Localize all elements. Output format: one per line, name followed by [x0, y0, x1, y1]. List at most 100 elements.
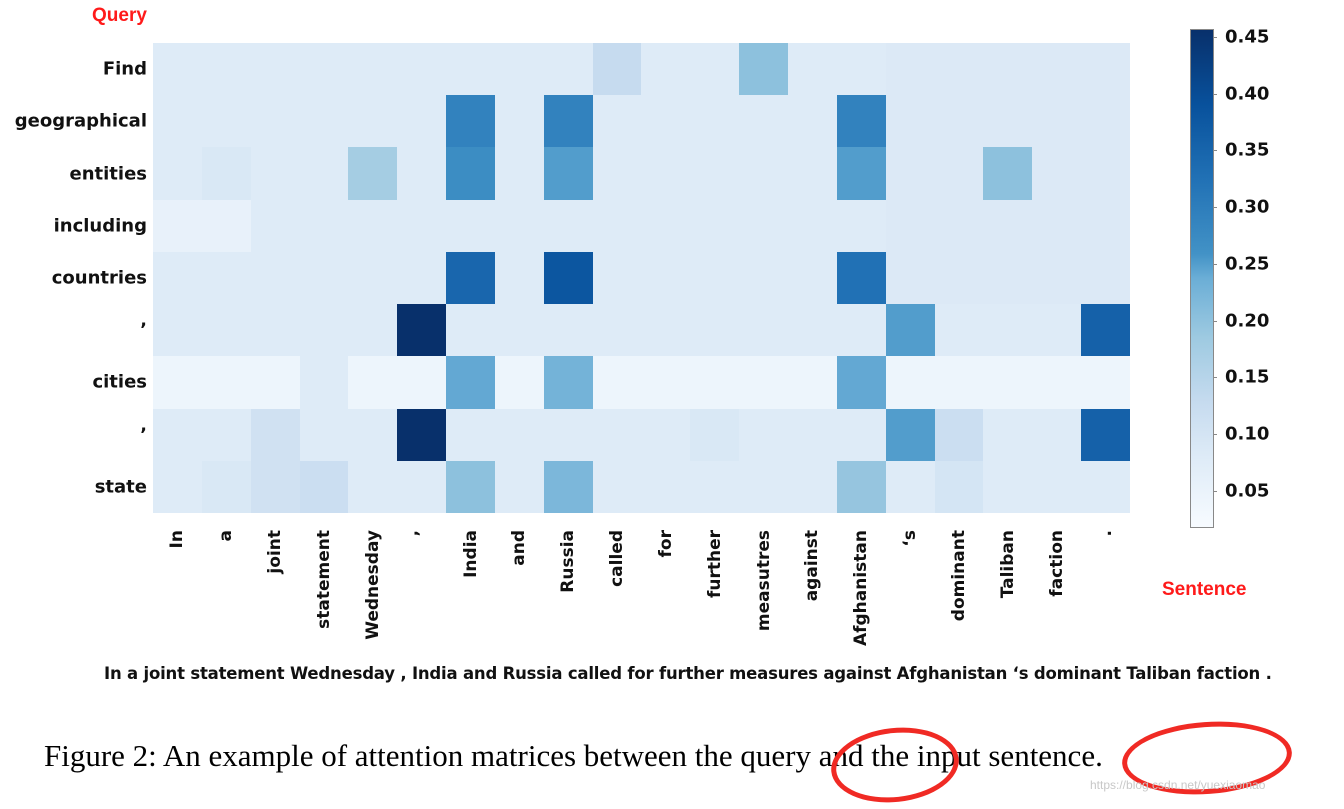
heatmap-cell	[153, 408, 202, 461]
heatmap-cell	[836, 460, 886, 513]
heatmap-cell	[592, 147, 642, 200]
heatmap-cell	[543, 251, 593, 305]
heatmap-cell	[494, 251, 544, 305]
x-tick-label: Taliban	[997, 530, 1018, 599]
heatmap-cell	[836, 95, 886, 148]
query-axis-title: Query	[92, 5, 147, 26]
y-tick-label: Find	[102, 58, 147, 80]
heatmap-cell	[494, 95, 544, 148]
heatmap-cell	[1032, 95, 1082, 148]
heatmap-cell	[934, 251, 984, 305]
heatmap-cell	[153, 460, 202, 513]
colorbar-tick-mark	[1213, 150, 1217, 152]
heatmap-cell	[446, 43, 495, 96]
heatmap-cell	[885, 304, 935, 357]
heatmap-cell	[1081, 251, 1130, 305]
heatmap-cell	[836, 251, 886, 305]
x-tick-label: for	[655, 530, 676, 558]
colorbar-tick-label: 0.45	[1225, 26, 1270, 48]
heatmap-cell	[1032, 408, 1082, 461]
heatmap-cell	[934, 199, 984, 252]
heatmap-cell	[983, 199, 1033, 252]
heatmap-cell	[494, 199, 544, 252]
heatmap-cell	[446, 408, 495, 461]
heatmap-cell	[299, 147, 349, 200]
heatmap-cell	[641, 199, 691, 252]
heatmap-cell	[299, 43, 349, 96]
y-tick-label: including	[53, 215, 147, 237]
heatmap-cell	[592, 408, 642, 461]
heatmap-cell	[250, 356, 300, 409]
heatmap-cell	[543, 199, 593, 252]
heatmap-cell	[201, 304, 251, 357]
colorbar-tick-label: 0.35	[1225, 139, 1270, 161]
x-tick-label: dominant	[949, 530, 970, 622]
heatmap-cell	[1081, 95, 1130, 148]
heatmap-cell	[885, 356, 935, 409]
heatmap-cell	[397, 408, 447, 461]
colorbar-tick-label: 0.20	[1225, 310, 1270, 332]
heatmap-cell	[690, 356, 740, 409]
x-tick-label: against	[802, 530, 823, 602]
heatmap-cell	[397, 356, 447, 409]
y-tick-label: state	[94, 476, 147, 498]
heatmap-cell	[788, 251, 837, 305]
heatmap-cell	[397, 43, 447, 96]
heatmap-cell	[1081, 460, 1130, 513]
y-tick-label: ’	[140, 319, 147, 341]
x-tick-label: In	[167, 530, 188, 549]
heatmap-cell	[494, 408, 544, 461]
heatmap-cell	[885, 147, 935, 200]
heatmap-cell	[446, 199, 495, 252]
heatmap-cell	[397, 460, 447, 513]
x-tick-label: .	[1095, 530, 1116, 537]
x-tick-label: and	[509, 530, 530, 566]
x-tick-label: Afghanistan	[851, 530, 872, 647]
heatmap-cell	[934, 95, 984, 148]
heatmap-cell	[788, 199, 837, 252]
heatmap-cell	[592, 43, 642, 96]
heatmap-cell	[690, 304, 740, 357]
heatmap-cell	[348, 460, 398, 513]
heatmap-cell	[788, 147, 837, 200]
heatmap-cell	[983, 356, 1033, 409]
heatmap-cell	[250, 408, 300, 461]
heatmap-cell	[1081, 408, 1130, 461]
attention-heatmap	[153, 43, 1130, 513]
heatmap-cell	[788, 43, 837, 96]
heatmap-cell	[446, 460, 495, 513]
colorbar-tick-mark	[1213, 37, 1217, 38]
heatmap-cell	[641, 147, 691, 200]
heatmap-cell	[1081, 43, 1130, 96]
heatmap-cell	[397, 251, 447, 305]
heatmap-cell	[299, 199, 349, 252]
y-tick-label: entities	[69, 163, 148, 185]
figure-caption: Figure 2: An example of attention matric…	[44, 738, 1103, 773]
x-tick-label: Wednesday	[362, 530, 383, 640]
heatmap-cell	[885, 199, 935, 252]
heatmap-cell	[543, 43, 593, 96]
heatmap-cell	[934, 43, 984, 96]
x-tick-label: Russia	[558, 530, 579, 593]
heatmap-cell	[494, 460, 544, 513]
heatmap-cell	[348, 95, 398, 148]
heatmap-cell	[641, 304, 691, 357]
heatmap-cell	[543, 356, 593, 409]
heatmap-cell	[397, 147, 447, 200]
colorbar-tick-mark	[1213, 207, 1217, 209]
heatmap-cell	[1032, 147, 1082, 200]
heatmap-cell	[885, 408, 935, 461]
heatmap-cell	[788, 304, 837, 357]
heatmap-cell	[836, 199, 886, 252]
heatmap-cell	[934, 408, 984, 461]
heatmap-cell	[983, 460, 1033, 513]
x-tick-label: called	[607, 530, 628, 587]
heatmap-cell	[153, 199, 202, 252]
heatmap-cell	[739, 147, 789, 200]
heatmap-cell	[494, 147, 544, 200]
heatmap-cell	[348, 147, 398, 200]
heatmap-cell	[201, 95, 251, 148]
heatmap-cell	[543, 460, 593, 513]
y-tick-label: ’	[140, 424, 147, 446]
heatmap-cell	[836, 43, 886, 96]
